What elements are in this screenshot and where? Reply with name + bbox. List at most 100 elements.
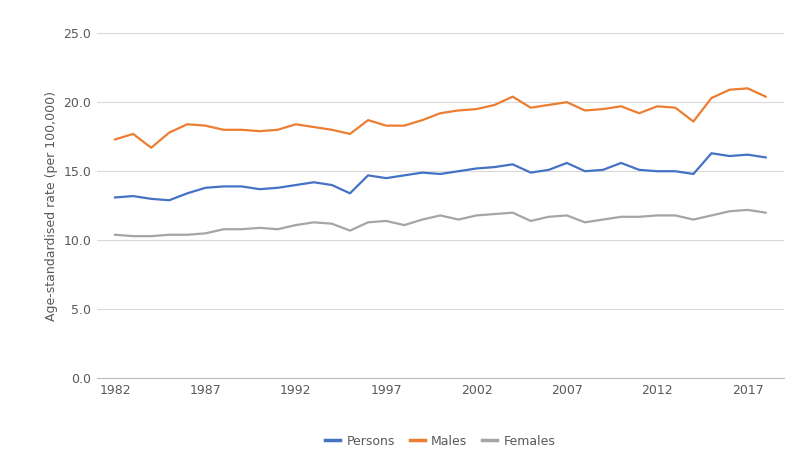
Persons bbox=[617, 160, 626, 166]
Females bbox=[598, 217, 608, 222]
Males bbox=[345, 131, 355, 137]
Females bbox=[562, 212, 572, 218]
Persons bbox=[652, 168, 662, 174]
Males bbox=[291, 122, 301, 127]
Males bbox=[507, 94, 517, 99]
Persons bbox=[562, 160, 572, 166]
Males bbox=[761, 94, 771, 99]
Females bbox=[219, 227, 229, 232]
Females bbox=[761, 210, 771, 216]
Persons bbox=[183, 191, 192, 196]
Females bbox=[291, 222, 301, 228]
Males bbox=[183, 122, 192, 127]
Females bbox=[671, 212, 680, 218]
Persons bbox=[743, 152, 752, 158]
Persons bbox=[598, 167, 608, 173]
Persons bbox=[237, 184, 246, 189]
Males bbox=[399, 123, 409, 129]
Persons bbox=[634, 167, 644, 173]
Males bbox=[634, 110, 644, 116]
Males bbox=[472, 106, 482, 112]
Females bbox=[544, 214, 553, 219]
Females bbox=[255, 225, 264, 231]
Females bbox=[743, 207, 752, 213]
Males bbox=[309, 124, 318, 130]
Females bbox=[526, 218, 536, 224]
Persons bbox=[381, 175, 391, 181]
Persons bbox=[110, 194, 120, 200]
Males bbox=[490, 102, 499, 108]
Persons bbox=[399, 173, 409, 178]
Males bbox=[364, 117, 373, 123]
Males bbox=[436, 110, 445, 116]
Persons bbox=[418, 170, 427, 175]
Persons bbox=[255, 186, 264, 192]
Females bbox=[725, 209, 734, 214]
Line: Females: Females bbox=[115, 210, 766, 236]
Persons bbox=[671, 168, 680, 174]
Persons bbox=[490, 164, 499, 170]
Females bbox=[617, 214, 626, 219]
Males bbox=[725, 87, 734, 93]
Females bbox=[399, 222, 409, 228]
Females bbox=[110, 232, 120, 237]
Males bbox=[453, 108, 463, 114]
Persons bbox=[725, 153, 734, 159]
Y-axis label: Age-standardised rate (per 100,000): Age-standardised rate (per 100,000) bbox=[45, 91, 58, 321]
Males bbox=[688, 119, 698, 124]
Females bbox=[327, 221, 337, 227]
Females bbox=[707, 212, 717, 218]
Males bbox=[562, 99, 572, 105]
Males bbox=[671, 105, 680, 111]
Line: Males: Males bbox=[115, 88, 766, 148]
Females bbox=[436, 212, 445, 218]
Females bbox=[381, 218, 391, 224]
Persons bbox=[273, 185, 283, 191]
Males bbox=[707, 95, 717, 101]
Females bbox=[634, 214, 644, 219]
Persons bbox=[688, 171, 698, 177]
Persons bbox=[544, 167, 553, 173]
Females bbox=[580, 219, 590, 225]
Females bbox=[364, 219, 373, 225]
Persons bbox=[164, 197, 174, 203]
Females bbox=[507, 210, 517, 216]
Males bbox=[164, 130, 174, 135]
Persons bbox=[472, 166, 482, 171]
Females bbox=[273, 227, 283, 232]
Males bbox=[617, 104, 626, 109]
Males bbox=[381, 123, 391, 129]
Persons bbox=[219, 184, 229, 189]
Females bbox=[146, 233, 156, 239]
Females bbox=[345, 228, 355, 234]
Persons bbox=[200, 185, 210, 191]
Persons bbox=[364, 173, 373, 178]
Males bbox=[598, 106, 608, 112]
Females bbox=[164, 232, 174, 237]
Males bbox=[128, 131, 138, 137]
Males bbox=[237, 127, 246, 132]
Persons bbox=[761, 155, 771, 160]
Persons bbox=[526, 170, 536, 175]
Males bbox=[418, 117, 427, 123]
Females bbox=[652, 212, 662, 218]
Females bbox=[490, 211, 499, 217]
Persons bbox=[128, 193, 138, 199]
Females bbox=[200, 230, 210, 236]
Females bbox=[183, 232, 192, 237]
Persons bbox=[580, 168, 590, 174]
Persons bbox=[436, 171, 445, 177]
Line: Persons: Persons bbox=[115, 153, 766, 200]
Males bbox=[580, 108, 590, 114]
Females bbox=[237, 227, 246, 232]
Males bbox=[526, 105, 536, 111]
Males bbox=[273, 127, 283, 132]
Males bbox=[743, 86, 752, 91]
Females bbox=[453, 217, 463, 222]
Males bbox=[327, 127, 337, 132]
Persons bbox=[146, 196, 156, 201]
Males bbox=[255, 128, 264, 134]
Persons bbox=[309, 179, 318, 185]
Persons bbox=[453, 168, 463, 174]
Males bbox=[219, 127, 229, 132]
